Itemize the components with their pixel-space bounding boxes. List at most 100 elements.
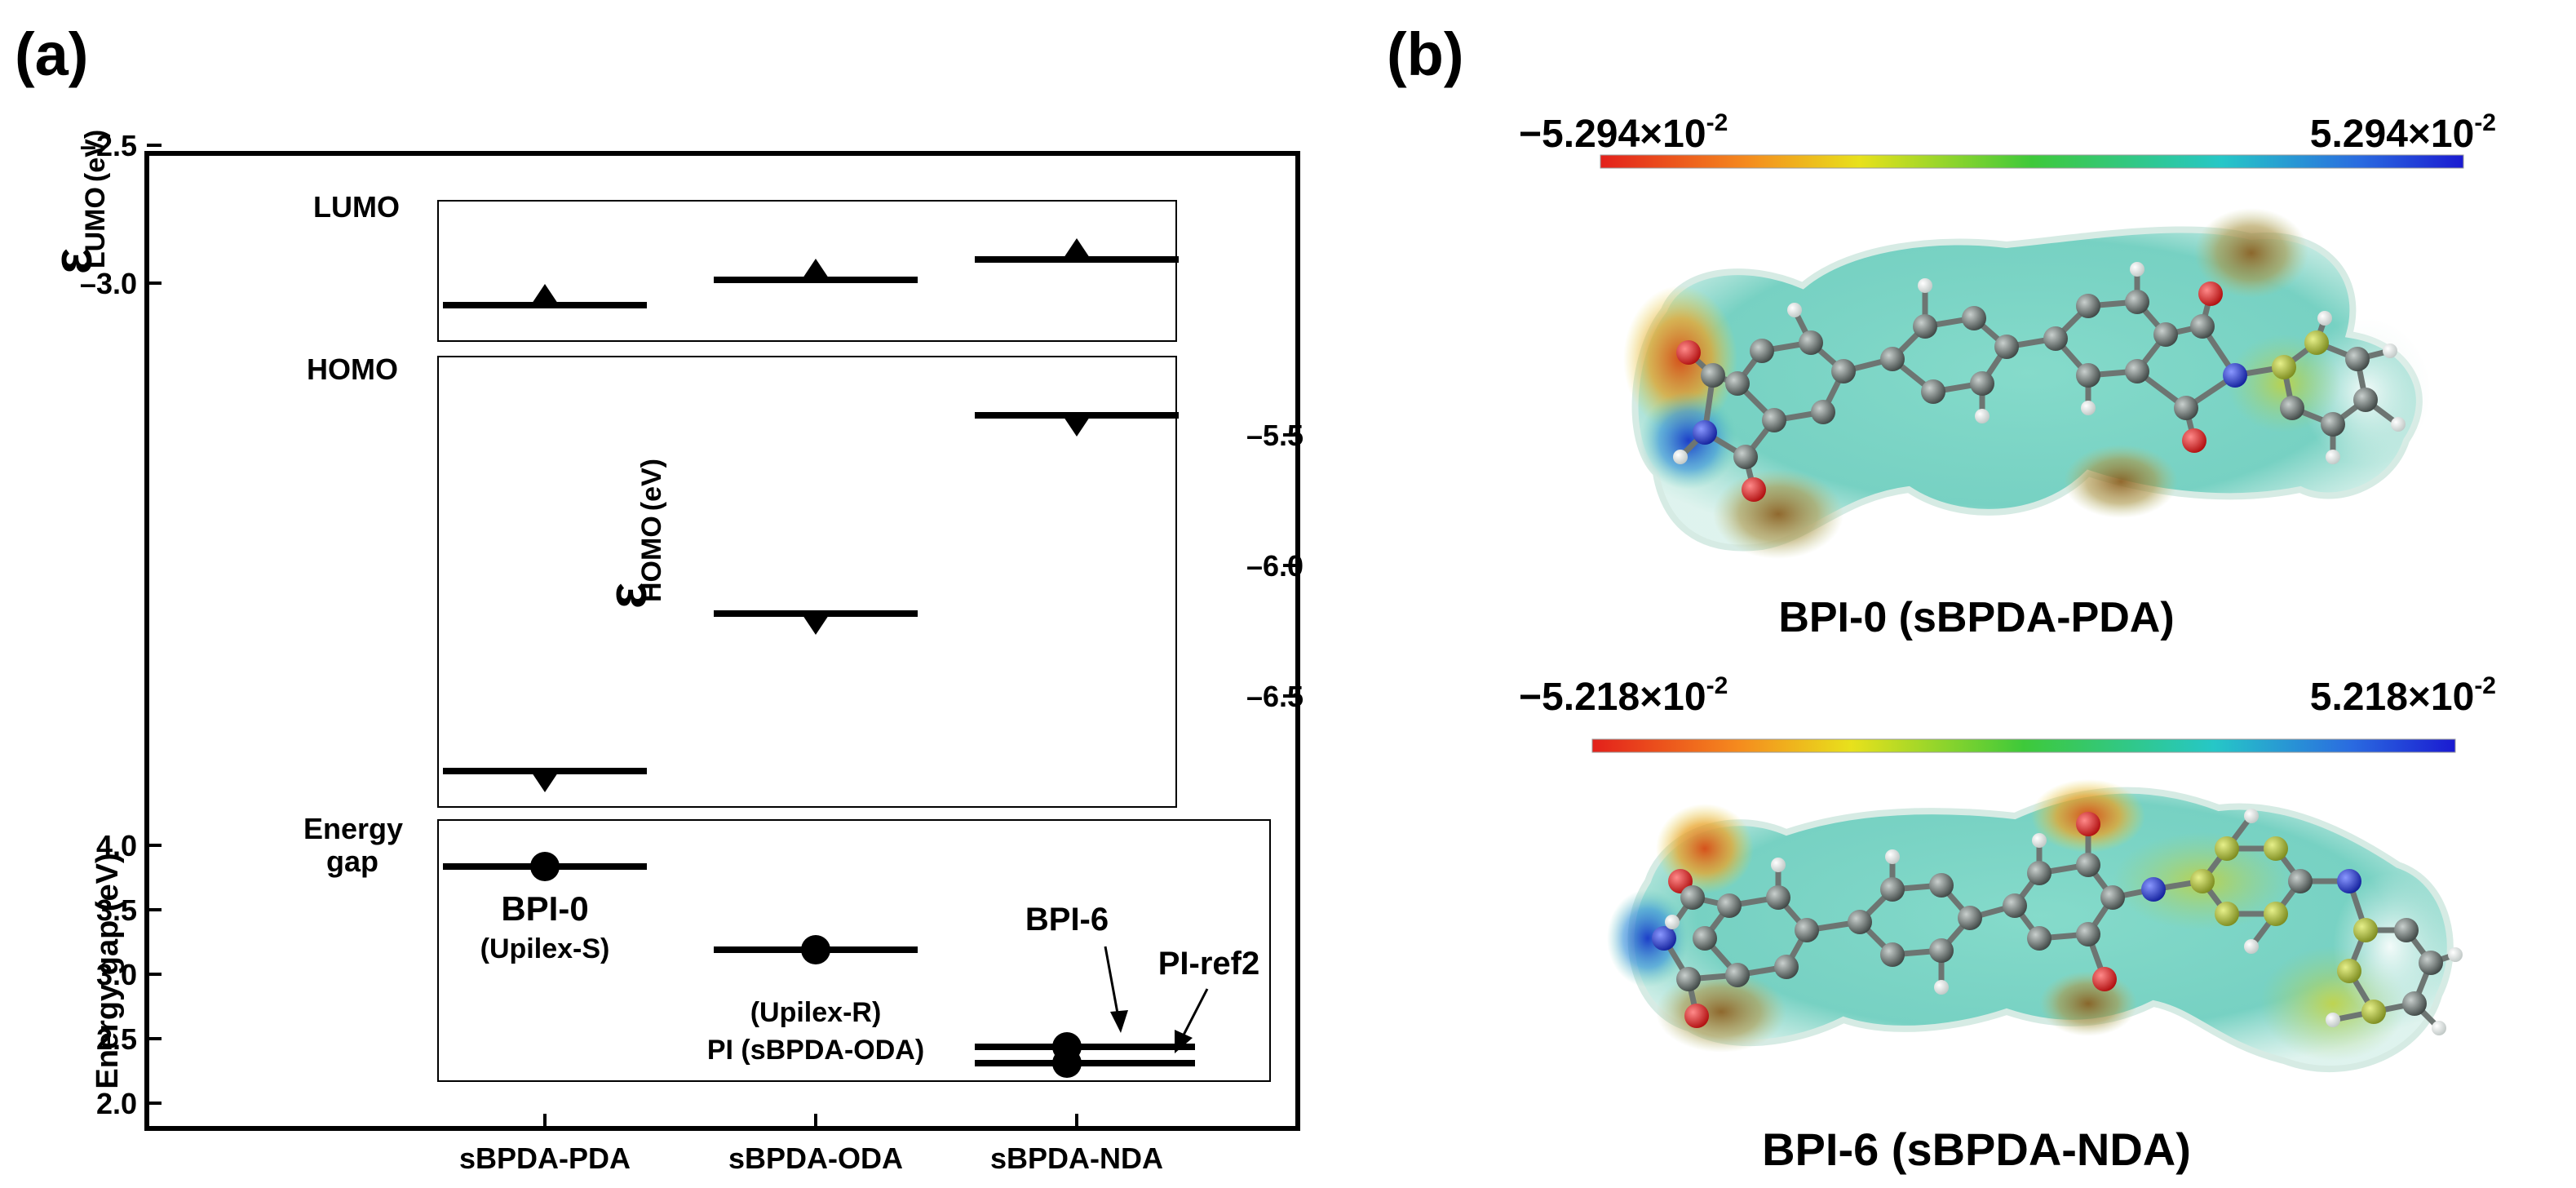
annotation-upilex-r: (Upilex-R) [750,997,882,1028]
lumo-marker-triangle-up [799,259,832,283]
homo-box [437,356,1177,808]
esp1-carbon-atom [2076,363,2100,388]
esp1-hydrogen-atom [2317,311,2332,326]
esp1-carbon-atom [2280,396,2304,420]
esp2-carbon-atom [1725,963,1750,987]
esp1-region-blue [1640,392,1737,490]
gap-tick-label: 2.0 [96,1087,137,1120]
esp1-oxygen-atom [1742,477,1766,502]
lumo-tick-label: –2.5 [80,129,137,162]
esp1-region-brown-2 [2194,208,2308,298]
esp2-nitrogen-atom [1652,926,1676,951]
homo-marker-triangle-down [1060,412,1093,437]
esp1-hydrogen-atom [2391,417,2406,432]
esp2-scale-min: −5.218×10-2 [1519,672,1728,719]
lumo-marker-triangle-up [1060,238,1093,263]
esp2-carbon-atom [2076,853,2100,877]
esp1-hydrogen-atom [1975,409,1990,423]
esp2-scale-min-text: −5.218×10 [1519,676,1706,719]
esp2-hydrogen-atom [1771,858,1786,872]
esp2-carbon-atom [2190,869,2215,893]
homo-axis-unit: (eV) [636,459,667,511]
homo-tick-label: –6.0 [1246,549,1303,583]
homo-tick-label: –5.5 [1246,419,1303,452]
gap-marker-circle [530,852,560,881]
esp1-hydrogen-atom [2326,450,2340,464]
esp2-carbon-atom [1693,926,1717,951]
esp1-carbon-atom [1725,371,1750,396]
gap-tick-label: 3.5 [96,893,137,927]
gap-box-label-line2: gap [326,844,378,878]
esp2-carbon-atom [2027,926,2052,951]
esp2-carbon-atom [2353,918,2378,942]
esp2-carbon-atom [2003,893,2027,918]
esp1-carbon-atom [1962,306,1986,330]
esp1-carbon-atom [1970,371,1994,396]
homo-box-label: HOMO [307,352,398,386]
lumo-axis-sub: LUMO (eV) [80,130,111,268]
chart-marks: –2.5 –3.0 –5.5 –6.0 –6.5 4.0 3.5 3.0 2.5 2.0 sBPDA… [80,129,1303,1175]
esp2-carbon-atom [1880,942,1905,967]
homo-tick-label: –6.5 [1246,680,1303,713]
esp1-hydrogen-atom [1673,450,1688,464]
lumo-box-label: LUMO [313,190,400,224]
esp1-carbon-atom [1880,347,1905,371]
esp1-hydrogen-atom [2130,262,2144,277]
esp1-molecule [1623,208,2431,559]
esp2-region-brown-1 [1656,971,1786,1053]
esp2-color-scale [1591,738,2456,753]
esp1-carbon-atom [1831,359,1856,383]
homo-marker-triangle-down [799,610,832,635]
esp2-carbon-atom [2394,918,2419,942]
lumo-axis-epsilon: ε [42,248,104,274]
esp2-carbon-atom [1766,885,1790,910]
arrow-bpi6-head [1110,1010,1128,1033]
lumo-marker-triangle-up [529,284,561,308]
esp1-color-scale [1600,154,2464,169]
esp1-carbon-atom [2125,359,2149,383]
category-label: sBPDA-PDA [459,1141,631,1175]
esp2-hydrogen-atom [2244,939,2259,954]
esp2-carbon-atom [2027,861,2052,885]
esp2-carbon-atom [1929,938,1954,963]
esp2-hydrogen-atom [1665,915,1680,929]
esp1-carbon-atom [1733,445,1758,469]
gap-tick-label: 2.5 [96,1022,137,1056]
esp1-atoms [1673,262,2406,502]
esp2-hydrogen-atom [1934,980,1949,995]
esp1-scale-max: 5.294×10-2 [2310,109,2496,156]
esp2-carbon-atom [1795,918,1819,942]
esp1-hydrogen-atom [2081,401,2096,415]
esp2-hydrogen-atom [2326,1013,2340,1027]
homo-axis-sub-text: HOMO [636,516,667,602]
lumo-axis-unit: (eV) [80,130,111,182]
gap-box [437,819,1271,1082]
esp1-carbon-atom [2272,355,2296,379]
esp2-hydrogen-atom [2432,1021,2446,1035]
esp2-carbon-atom [1676,967,1701,991]
esp2-oxygen-atom [2092,967,2117,991]
lumo-tick-label: –3.0 [80,267,137,300]
gap-marker-circle [1052,1048,1082,1078]
esp2-carbon-atom [2264,902,2288,926]
esp2-carbon-atom [2215,836,2239,861]
esp2-molecule [1607,779,2463,1073]
esp2-carbon-atom [2076,922,2100,946]
esp1-scale-max-text: 5.294×10 [2310,113,2475,156]
esp2-atoms [1652,809,2463,1035]
esp2-nitrogen-atom [2337,869,2361,893]
esp2-carbon-atom [1680,885,1705,910]
esp1-carbon-atom [2321,412,2345,437]
esp2-carbon-atom [1958,906,1982,930]
gap-tick-label: 4.0 [96,829,137,862]
esp2-carbon-atom [2264,836,2288,861]
homo-axis-label: ε [596,583,658,609]
esp1-scale-min-text: −5.294×10 [1519,113,1706,156]
esp1-oxygen-atom [2198,281,2223,306]
esp2-scale-max-text: 5.218×10 [2310,676,2475,719]
esp2-oxygen-atom [1684,1004,1709,1028]
esp1-oxygen-atom [2182,428,2206,453]
esp1-scale-min: −5.294×10-2 [1519,109,1728,156]
esp1-hydrogen-atom [1787,303,1802,317]
esp1-carbon-atom [2304,330,2329,355]
